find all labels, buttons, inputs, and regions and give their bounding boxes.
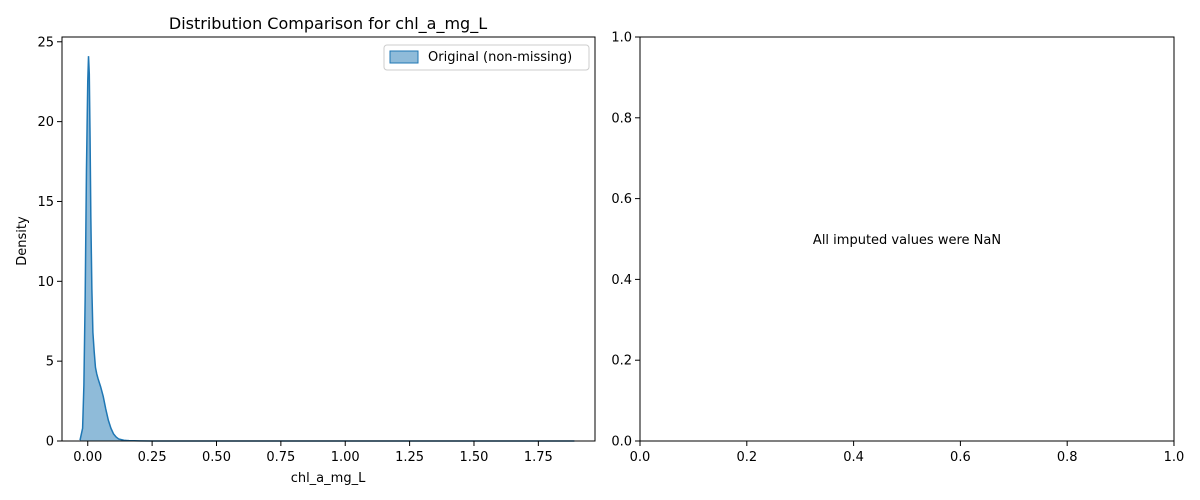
y-tick-label: 25 — [37, 35, 54, 50]
x-tick-group-right: 0.0 0.2 0.4 0.6 0.8 1.0 — [630, 441, 1185, 465]
x-tick-label: 0.25 — [138, 450, 167, 465]
y-tick-label: 0 — [46, 435, 54, 450]
y-tick-label: 0.8 — [611, 111, 632, 126]
y-tick-label: 0.2 — [611, 354, 632, 369]
legend-box — [383, 44, 590, 71]
plot-area-right — [640, 37, 1174, 441]
axes-frame-left — [61, 36, 596, 442]
x-tick-label: 1.0 — [1164, 450, 1185, 465]
y-tick-label: 5 — [46, 355, 54, 370]
x-axis-label: chl_a_mg_L — [291, 471, 366, 486]
x-tick-label: 1.00 — [331, 450, 360, 465]
x-tick-label: 0.0 — [630, 450, 651, 465]
density-plot-panel: Distribution Comparison for chl_a_mg_L c… — [15, 14, 596, 486]
x-tick-label: 0.00 — [73, 450, 102, 465]
x-tick-label: 0.2 — [736, 450, 757, 465]
plot-area-left — [62, 37, 595, 441]
y-tick-label: 20 — [37, 115, 54, 130]
axes-frame-right — [639, 36, 1175, 442]
annotation-no-imputed-values: All imputed values were NaN — [813, 233, 1001, 248]
y-tick-label: 1.0 — [611, 31, 632, 46]
x-tick-label: 0.8 — [1057, 450, 1078, 465]
legend-entry-original: Original (non-missing) — [428, 50, 572, 65]
x-tick-group-left: 0.00 0.25 0.50 0.75 1.00 1.25 1.50 1.75 — [73, 441, 553, 465]
x-tick-label: 1.75 — [524, 450, 553, 465]
x-tick-label: 1.25 — [395, 450, 424, 465]
y-tick-label: 15 — [37, 195, 54, 210]
y-tick-group-right: 0.0 0.2 0.4 0.6 0.8 1.0 — [611, 31, 640, 450]
y-tick-group-left: 0 5 10 15 20 25 — [37, 35, 62, 450]
y-axis-label: Density — [15, 216, 30, 266]
x-tick-label: 0.75 — [266, 450, 295, 465]
y-tick-label: 0.0 — [611, 435, 632, 450]
x-tick-label: 0.4 — [843, 450, 864, 465]
y-tick-label: 0.6 — [611, 192, 632, 207]
legend: Original (non-missing) — [383, 44, 590, 71]
y-tick-label: 0.4 — [611, 273, 632, 288]
legend-swatch — [389, 50, 419, 64]
x-tick-label: 0.6 — [950, 450, 971, 465]
x-tick-label: 0.50 — [202, 450, 231, 465]
imputed-plot-panel: 0.0 0.2 0.4 0.6 0.8 1.0 0.0 0.2 0.4 0.6 0.8 1.0 Al… — [611, 31, 1184, 466]
y-tick-label: 10 — [37, 275, 54, 290]
x-tick-label: 1.50 — [460, 450, 489, 465]
chart-title: Distribution Comparison for chl_a_mg_L — [169, 14, 487, 34]
